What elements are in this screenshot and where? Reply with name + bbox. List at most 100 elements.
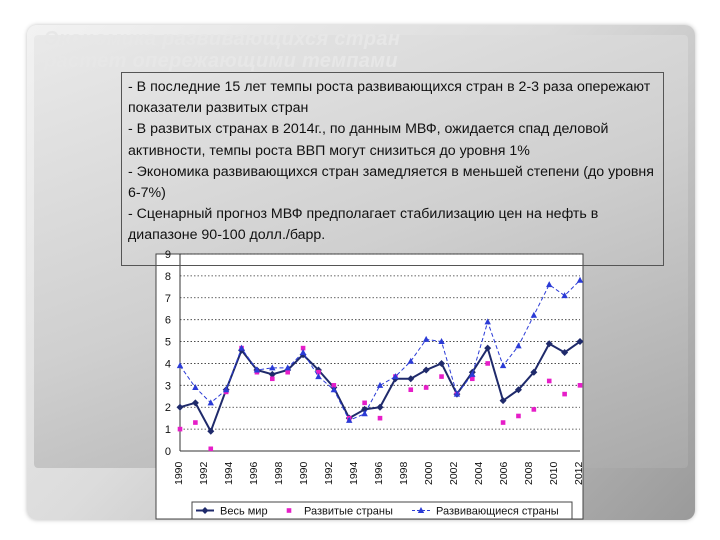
chart-grid — [180, 253, 580, 430]
series-2 — [176, 276, 584, 423]
series-0-point-15 — [407, 375, 415, 383]
x-tick-label: 2012 — [573, 461, 585, 485]
x-tick-label: 1996 — [248, 461, 260, 485]
series-2-point-9 — [315, 373, 322, 380]
y-tick-label: 6 — [165, 315, 171, 327]
slide-title-line-1: Экономика развивающихся стран — [44, 28, 401, 50]
x-tick-label: 2010 — [548, 461, 560, 485]
slide-title: Экономика развивающихся стран растет опе… — [44, 28, 400, 72]
chart-legend: Весь мир Развитые страны Развивающиеся стр… — [191, 501, 573, 520]
chart-axes — [179, 254, 580, 452]
series-1-point-13 — [377, 415, 383, 421]
legend-label-2: Развивающиеся страны — [436, 506, 559, 518]
x-tick-label: 1994 — [223, 461, 235, 485]
x-tick-label: 1992 — [323, 461, 335, 485]
series-2-point-24 — [546, 281, 553, 288]
series-2-point-7 — [284, 364, 291, 371]
series-2-point-16 — [422, 335, 430, 342]
y-tick-label: 8 — [165, 271, 171, 283]
series-2-point-6 — [269, 364, 276, 371]
x-axis-ticks: 1990 1992 1994 1996 1998 1990 1992 1994 1996 1998… — [173, 461, 585, 485]
series-2-point-14 — [392, 373, 399, 380]
series-1-point-22 — [516, 413, 521, 419]
chart-frame — [155, 253, 584, 520]
series-1-point-2 — [208, 446, 214, 452]
x-tick-label: 2008 — [523, 461, 535, 485]
chart-series — [176, 276, 584, 452]
series-1-point-9 — [316, 369, 321, 375]
y-tick-label: 1 — [165, 424, 171, 436]
series-1-point-20 — [485, 361, 490, 366]
series-2-point-22 — [515, 342, 522, 349]
series-0-point-13 — [376, 403, 384, 411]
series-0-point-17 — [438, 359, 446, 367]
series-2-point-8 — [299, 349, 307, 355]
series-1-point-8 — [300, 345, 306, 351]
x-tick-label: 2004 — [473, 461, 485, 485]
series-2-point-1 — [192, 384, 199, 391]
series-1-point-7 — [285, 369, 290, 375]
x-tick-label: 1998 — [273, 461, 285, 485]
series-0-point-1 — [191, 399, 199, 407]
y-tick-label: 2 — [165, 402, 171, 414]
series-2-point-5 — [253, 366, 261, 373]
x-tick-label: 1994 — [348, 461, 360, 485]
series-1-point-26 — [577, 383, 583, 388]
series-2-point-26 — [576, 276, 584, 283]
series-2-point-2 — [207, 399, 214, 406]
series-0-point-22 — [514, 386, 522, 394]
series-2-point-3 — [222, 386, 230, 393]
x-tick-label: 2002 — [448, 461, 460, 485]
series-1-point-10 — [331, 383, 337, 388]
legend-box — [191, 501, 573, 520]
legend-marker-2 — [417, 507, 425, 513]
series-2-point-13 — [376, 381, 384, 388]
series-0-point-21 — [499, 397, 507, 405]
bullet-text-box: - В последние 15 лет темпы роста развива… — [121, 72, 664, 266]
series-0-point-6 — [268, 370, 276, 378]
series-0-point-0 — [176, 403, 184, 411]
series-0-point-25 — [561, 349, 569, 356]
series-1-point-1 — [193, 420, 198, 425]
series-1-point-6 — [270, 376, 275, 382]
x-tick-label: 1998 — [398, 461, 410, 485]
series-1-point-23 — [531, 407, 537, 412]
y-axis-ticks: 0 1 2 3 4 5 6 7 8 9 — [165, 249, 171, 458]
bullet-4: - Сценарный прогноз МВФ предполагает ста… — [128, 206, 599, 244]
series-2-point-17 — [438, 338, 445, 345]
legend-marker-0 — [201, 507, 209, 514]
y-tick-label: 5 — [165, 337, 171, 349]
legend-marker-1 — [286, 508, 292, 513]
y-tick-label: 0 — [165, 446, 171, 458]
series-2-point-0 — [176, 362, 184, 369]
series-1-point-16 — [423, 385, 429, 390]
slide-title-line-2: растет опережающими темпами — [44, 50, 398, 72]
x-tick-label: 1990 — [298, 461, 310, 485]
series-1-point-19 — [470, 376, 475, 382]
x-tick-label: 2000 — [423, 461, 435, 485]
y-tick-label: 7 — [165, 293, 171, 305]
series-2-point-18 — [453, 390, 461, 397]
series-0-point-26 — [576, 338, 584, 346]
y-tick-label: 4 — [165, 358, 171, 370]
x-tick-label: 1992 — [198, 461, 210, 485]
series-2-point-23 — [530, 311, 538, 318]
x-tick-label: 2006 — [498, 461, 510, 485]
bullet-1: - В последние 15 лет темпы роста развива… — [128, 79, 651, 117]
series-0-point-23 — [530, 368, 538, 376]
series-1-point-0 — [177, 426, 183, 432]
x-tick-label: 1990 — [173, 461, 185, 485]
series-1-point-12 — [362, 400, 367, 406]
series-2-point-21 — [499, 362, 507, 369]
series-1-point-24 — [546, 378, 552, 384]
series-1-point-15 — [408, 387, 414, 393]
y-tick-label: 3 — [165, 380, 171, 392]
series-2-point-12 — [361, 410, 368, 417]
bullet-3: - Экономика развивающихся стран замедляе… — [128, 163, 654, 202]
series-2-point-19 — [469, 370, 476, 377]
series-0-point-24 — [545, 340, 553, 348]
series-1-point-25 — [562, 391, 567, 397]
series-0-point-16 — [422, 366, 430, 374]
series-1-point-17 — [439, 374, 444, 379]
